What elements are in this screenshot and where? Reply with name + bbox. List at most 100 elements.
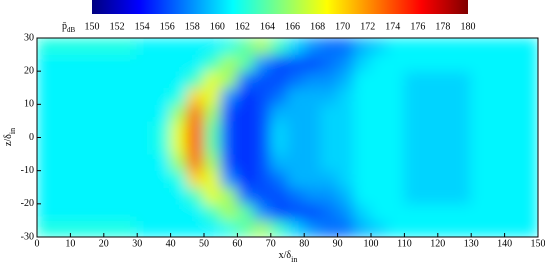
heatmap-cell [320,54,339,72]
heatmap-cell [69,137,88,155]
heatmap-cell [470,87,489,105]
x-tick-label: 40 [166,238,176,249]
heatmap-cell [220,186,238,205]
x-tick-label: 150 [531,238,545,249]
heatmap-cell [420,137,439,155]
heatmap-cell [69,153,88,172]
heatmap-cell [370,87,389,105]
heatmap-cell [387,153,405,172]
heatmap-cell [53,153,71,172]
heatmap-cell [253,54,272,72]
heatmap-cell [487,103,506,122]
heatmap-cell [337,170,355,188]
x-tick-label: 140 [497,238,512,249]
heatmap-cell [520,54,538,72]
heatmap-cell [37,87,55,105]
heatmap-cell [53,120,71,138]
heatmap-cell [203,38,222,56]
heatmap-cell [337,219,355,237]
heatmap-cell [337,203,355,221]
heatmap-cell [186,153,205,172]
heatmap-cell [437,120,455,138]
heatmap-cell [437,153,455,172]
heatmap-cell [120,38,138,56]
heatmap-cell [153,120,172,138]
heatmap-cell [236,103,255,122]
heatmap-cell [403,120,422,138]
plot-area [37,38,538,237]
heatmap-cell [86,170,105,188]
heatmap-cell [437,38,455,56]
heatmap-cell [320,87,339,105]
heatmap-cell [487,153,506,172]
colorbar-tick-label: 172 [360,21,375,32]
heatmap-cell [387,203,405,221]
heatmap-cell [120,70,138,89]
y-axis-label: z/δin [3,128,17,146]
heatmap-cell [353,186,372,205]
heatmap-cell [487,120,506,138]
heatmap-cell [353,70,372,89]
heatmap-cell [353,103,372,122]
heatmap-cell [153,153,172,172]
heatmap-cell [236,87,255,105]
heatmap-cell [320,219,339,237]
heatmap-cell [253,137,272,155]
heatmap-cell [136,203,155,221]
heatmap-cell [120,153,138,172]
heatmap-cell [487,186,506,205]
heatmap-cell [520,87,538,105]
heatmap-cell [103,153,121,172]
heatmap-cell [103,87,121,105]
heatmap-cell [69,103,88,122]
colorbar-tick-label: 154 [135,21,150,32]
colorbar-tick-label: 152 [110,21,125,32]
heatmap-cell [53,70,71,89]
heatmap-cell [236,120,255,138]
heatmap-cell [520,203,538,221]
heatmap-cell [136,70,155,89]
heatmap-cell [437,170,455,188]
heatmap-cell [454,103,472,122]
heatmap-cell [69,87,88,105]
heatmap-cell [337,103,355,122]
heatmap-cell [270,38,288,56]
heatmap-cell [186,120,205,138]
heatmap-cell [186,70,205,89]
heatmap-cell [487,170,506,188]
heatmap-cell [370,103,389,122]
heatmap-cell [153,186,172,205]
heatmap-cell [437,203,455,221]
heatmap-cell [504,186,522,205]
heatmap-cell [153,170,172,188]
heatmap-cell [420,120,439,138]
heatmap-cell [403,219,422,237]
heatmap-cell [203,153,222,172]
heatmap-cell [454,219,472,237]
colorbar-tick-label: 178 [435,21,450,32]
heatmap-cell [203,70,222,89]
heatmap-cell [37,186,55,205]
heatmap-cell [454,70,472,89]
heatmap-cell [387,87,405,105]
heatmap-cell [236,219,255,237]
colorbar-tick-label: 150 [85,21,100,32]
heatmap-cell [170,137,188,155]
heatmap-cell [470,38,489,56]
heatmap-cell [153,103,172,122]
heatmap-cell [37,137,55,155]
heatmap-cell [220,153,238,172]
heatmap-cell [186,54,205,72]
heatmap-cell [37,120,55,138]
heatmap-cell [86,186,105,205]
heatmap-cell [86,153,105,172]
heatmap-cell [69,170,88,188]
heatmap-cell [253,120,272,138]
heatmap-cell [103,203,121,221]
heatmap-cell [403,54,422,72]
heatmap-cell [287,87,305,105]
heatmap-cell [353,87,372,105]
heatmap-cell [153,87,172,105]
heatmap-cell [303,38,322,56]
